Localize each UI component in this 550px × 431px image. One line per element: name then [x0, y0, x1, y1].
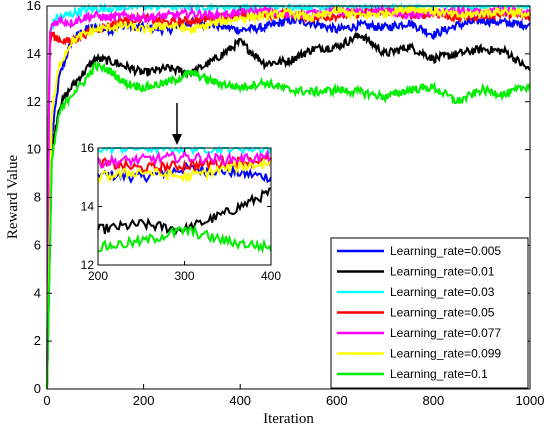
legend-label: Learning_rate=0.05	[390, 306, 495, 320]
y-tick-label: 12	[27, 94, 41, 109]
y-tick-label: 2	[34, 333, 41, 348]
inset-x-tick-label: 300	[174, 269, 194, 283]
legend-label: Learning_rate=0.03	[390, 285, 495, 299]
series-line-2	[46, 31, 531, 390]
inset-series-line-7	[97, 224, 272, 254]
inset-y-tick-label: 14	[81, 200, 95, 214]
inset-plot-lines	[97, 145, 272, 254]
series-line-6	[46, 4, 531, 390]
main-axes: 0 200 400 600 800 1000 0 2 4 6 8 10 12 14 16	[27, 0, 545, 408]
y-tick-label: 14	[27, 46, 41, 61]
zoom-arrow-head	[172, 134, 182, 145]
series-line-7	[46, 60, 531, 390]
inset-x-tick-label: 400	[261, 269, 281, 283]
y-tick-label: 8	[34, 190, 41, 205]
x-tick-label: 0	[43, 393, 50, 408]
inset-y-tick-label: 16	[81, 141, 95, 155]
legend-label: Learning_rate=0.01	[390, 265, 495, 279]
series-line-1	[46, 14, 531, 390]
inset-series-line-6	[97, 157, 272, 185]
y-tick-label: 4	[34, 285, 41, 300]
x-tick-label: 1000	[516, 393, 545, 408]
inset-y-tick-label: 12	[81, 258, 95, 272]
x-tick-label: 400	[229, 393, 251, 408]
y-tick-label: 6	[34, 237, 41, 252]
legend-label: Learning_rate=0.005	[390, 244, 501, 258]
legend-label: Learning_rate=0.099	[390, 347, 501, 361]
legend-label: Learning_rate=0.077	[390, 326, 501, 340]
x-axis-label: Iteration	[263, 411, 314, 427]
y-tick-label: 10	[27, 142, 41, 157]
legend-label: Learning_rate=0.1	[390, 367, 488, 381]
y-tick-label: 16	[27, 0, 41, 13]
y-tick-label: 0	[34, 381, 41, 396]
inset-series-line-4	[97, 152, 272, 176]
y-axis-label: Reward Value	[5, 155, 21, 240]
zoom-arrow	[172, 103, 182, 145]
x-tick-label: 600	[326, 393, 348, 408]
x-tick-label: 800	[423, 393, 445, 408]
legend: Learning_rate=0.005 Learning_rate=0.01 Lea…	[330, 237, 529, 389]
inset-zoom: 200 300 400 12 14 16	[81, 141, 282, 283]
inset-x-tick-label: 200	[88, 269, 108, 283]
inset-axes: 200 300 400 12 14 16	[81, 141, 282, 283]
x-tick-label: 200	[133, 393, 155, 408]
